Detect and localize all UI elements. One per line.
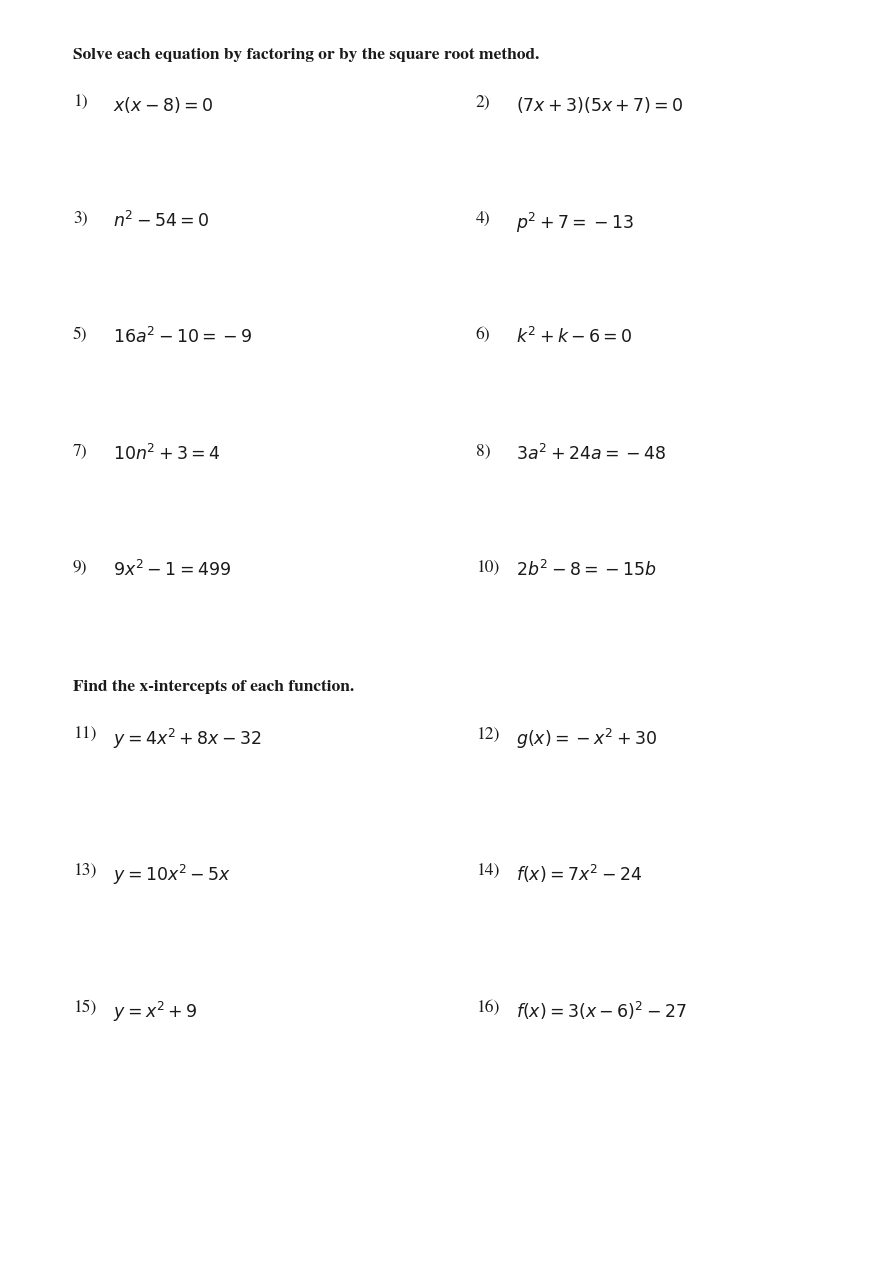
Text: $(7x+3)(5x+7)=0$: $(7x+3)(5x+7)=0$ [516,95,684,115]
Text: 6): 6) [476,327,490,344]
Text: $k^2+k-6=0$: $k^2+k-6=0$ [516,327,632,348]
Text: $n^2-54=0$: $n^2-54=0$ [113,211,210,231]
Text: $16a^2-10=-9$: $16a^2-10=-9$ [113,327,252,348]
Text: $x(x-8)=0$: $x(x-8)=0$ [113,95,213,115]
Text: $2b^2-8=-15b$: $2b^2-8=-15b$ [516,560,657,580]
Text: 9): 9) [73,560,87,576]
Text: 3): 3) [73,211,87,228]
Text: 10): 10) [476,560,499,576]
Text: $p^2+7=-13$: $p^2+7=-13$ [516,211,634,235]
Text: $y=4x^2+8x-32$: $y=4x^2+8x-32$ [113,727,261,751]
Text: $3a^2+24a=-48$: $3a^2+24a=-48$ [516,444,666,464]
Text: $9x^2-1=499$: $9x^2-1=499$ [113,560,231,580]
Text: 16): 16) [476,1000,499,1016]
Text: $f(x)=3(x-6)^2-27$: $f(x)=3(x-6)^2-27$ [516,1000,686,1021]
Text: $y=10x^2-5x$: $y=10x^2-5x$ [113,863,231,887]
Text: 15): 15) [73,1000,96,1016]
Text: $10n^2+3=4$: $10n^2+3=4$ [113,444,220,464]
Text: 11): 11) [73,727,96,743]
Text: 12): 12) [476,727,499,743]
Text: 4): 4) [476,211,490,228]
Text: 2): 2) [476,95,490,111]
Text: 5): 5) [73,327,87,344]
Text: Solve each equation by factoring or by the square root method.: Solve each equation by factoring or by t… [73,48,540,62]
Text: $g(x)=-x^2+30$: $g(x)=-x^2+30$ [516,727,657,751]
Text: 7): 7) [73,444,87,460]
Text: 13): 13) [73,863,96,880]
Text: $y=x^2+9$: $y=x^2+9$ [113,1000,197,1024]
Text: 1): 1) [73,95,87,111]
Text: 8): 8) [476,444,490,460]
Text: $f(x)=7x^2-24$: $f(x)=7x^2-24$ [516,863,642,885]
Text: Find the x-intercepts of each function.: Find the x-intercepts of each function. [73,680,354,694]
Text: 14): 14) [476,863,499,880]
